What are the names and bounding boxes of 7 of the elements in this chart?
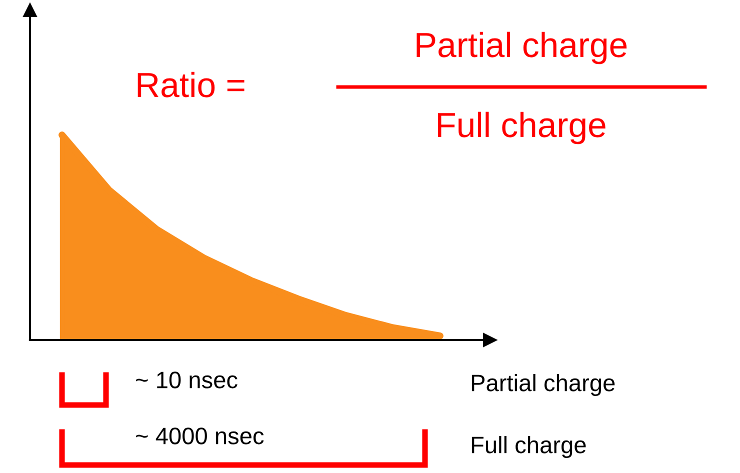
text: ~ 4000 nsec (136, 428, 264, 444)
text: Partial charge (472, 374, 615, 396)
text: Ratio = (138, 72, 244, 98)
annotation: Full charge (438, 112, 606, 144)
text: Full charge (472, 436, 586, 458)
text: ~ 10 nsec (136, 372, 238, 388)
text: Partial charge (416, 32, 627, 64)
